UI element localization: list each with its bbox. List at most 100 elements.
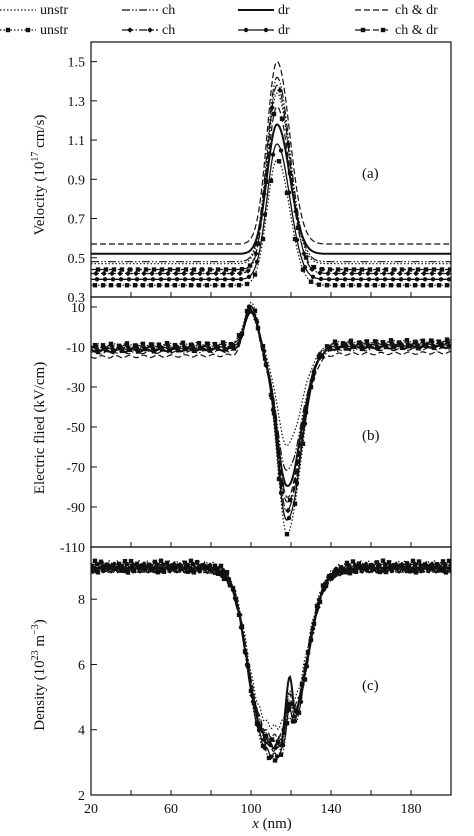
data-point <box>117 270 123 277</box>
data-point <box>119 568 125 573</box>
data-point <box>116 283 122 288</box>
data-point <box>113 565 119 571</box>
data-point <box>151 349 157 354</box>
data-point <box>252 308 258 313</box>
data-point <box>300 441 306 446</box>
data-point <box>381 270 387 277</box>
data-point <box>317 270 323 276</box>
data-point <box>254 259 260 264</box>
data-point <box>375 565 381 571</box>
data-point <box>380 340 386 345</box>
data-point <box>167 267 173 272</box>
data-point <box>102 277 108 282</box>
data-point <box>207 562 213 568</box>
data-point <box>236 282 242 288</box>
panel-velocity: 0.3 0.5 0.7 0.9 1.1 1.3 1.5 <box>68 41 452 306</box>
y-tick-label: 0.3 <box>68 291 86 306</box>
data-point <box>388 283 394 288</box>
data-point <box>181 270 187 277</box>
data-point <box>233 596 239 601</box>
series-line <box>91 559 451 762</box>
data-point <box>263 179 269 184</box>
y-tick-label: 0.5 <box>68 252 86 267</box>
data-point <box>167 566 173 572</box>
data-point <box>364 339 370 344</box>
data-point <box>199 267 205 272</box>
data-point <box>353 569 359 574</box>
data-point <box>218 563 224 569</box>
data-point <box>255 241 261 246</box>
data-point <box>404 283 410 288</box>
data-point <box>214 277 220 282</box>
legend-item: unstr <box>0 3 68 18</box>
data-point <box>164 340 170 346</box>
data-point <box>292 501 298 506</box>
series-line <box>91 563 451 743</box>
data-point <box>95 349 101 355</box>
data-point <box>220 283 226 288</box>
data-point <box>109 270 115 277</box>
data-point <box>220 567 226 573</box>
y-tick-label: 2 <box>78 789 85 804</box>
data-point <box>188 558 194 564</box>
data-point <box>422 277 428 282</box>
y-tick-label: -110 <box>60 541 85 556</box>
data-point <box>266 755 272 761</box>
data-point <box>285 507 291 514</box>
data-point <box>268 754 274 759</box>
series-line <box>91 565 451 750</box>
data-point <box>418 563 424 568</box>
data-point <box>157 270 163 277</box>
data-point <box>159 347 165 352</box>
data-point <box>275 739 281 744</box>
data-point <box>343 346 349 351</box>
data-point <box>445 270 451 277</box>
data-point <box>160 562 166 567</box>
data-point <box>262 746 268 751</box>
series-line <box>91 566 451 747</box>
data-point <box>119 267 125 272</box>
data-point <box>229 270 235 277</box>
data-point <box>380 558 386 563</box>
data-point <box>204 283 210 288</box>
data-point <box>420 283 426 288</box>
data-point <box>335 267 341 272</box>
x-tick-label: 140 <box>321 802 342 817</box>
data-point <box>221 270 227 277</box>
data-point <box>415 267 421 272</box>
data-point <box>269 104 275 111</box>
panel-tag-b: (b) <box>362 428 380 444</box>
data-point <box>333 270 339 277</box>
data-point <box>327 346 333 352</box>
data-point <box>214 566 220 571</box>
data-point <box>396 283 402 288</box>
data-point <box>317 599 323 605</box>
data-point <box>295 225 301 230</box>
data-point <box>271 111 277 117</box>
data-point <box>391 267 397 272</box>
data-point <box>263 733 269 739</box>
data-point <box>191 267 197 272</box>
data-point <box>319 354 325 359</box>
data-point <box>437 270 443 277</box>
data-point <box>143 346 149 352</box>
data-point <box>364 283 370 288</box>
legend-item: ch & dr <box>355 23 438 38</box>
data-point <box>245 268 251 274</box>
data-point <box>165 270 171 277</box>
data-point <box>134 277 140 282</box>
series <box>91 304 451 521</box>
data-point <box>278 752 284 757</box>
data-point <box>257 724 263 729</box>
data-point <box>227 583 233 588</box>
data-point <box>423 343 429 349</box>
data-point <box>101 270 107 277</box>
data-point <box>180 283 186 288</box>
data-point <box>429 339 435 345</box>
data-point <box>149 342 155 348</box>
legend-item: ch <box>122 23 175 38</box>
data-point <box>190 277 196 282</box>
data-point <box>311 621 317 627</box>
series-line <box>91 306 451 498</box>
data-point <box>142 277 148 282</box>
